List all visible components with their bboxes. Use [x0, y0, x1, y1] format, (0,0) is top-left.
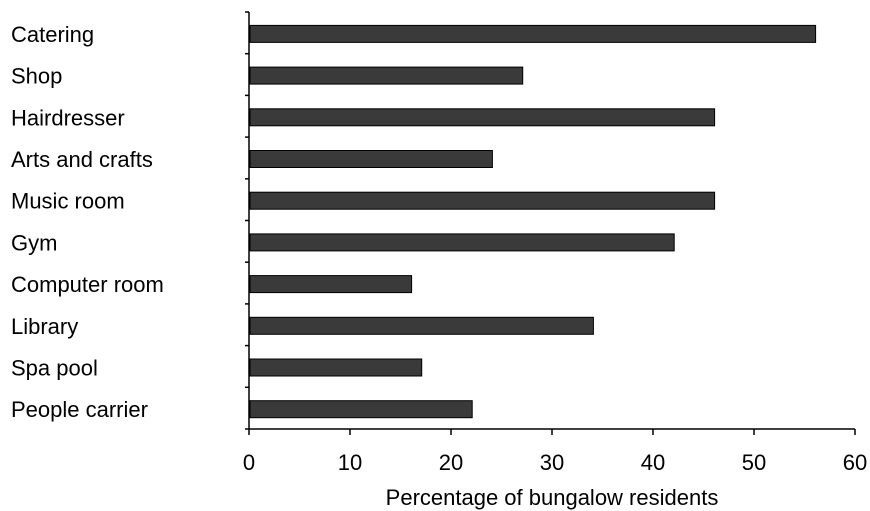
category-label: Computer room [11, 272, 164, 297]
category-labels-group: Catering Shop Hairdresser Arts and crafts Mu… [11, 22, 164, 422]
bar-library [249, 316, 594, 335]
x-tick-label: 0 [243, 450, 255, 475]
bar-music-room [249, 191, 716, 210]
axes-group: 0 10 20 30 40 50 60 [243, 11, 867, 475]
x-tick-label: 60 [843, 450, 867, 475]
x-axis-title: Percentage of bungalow residents [386, 485, 719, 510]
x-tick-label: 20 [439, 450, 463, 475]
category-label: Hairdresser [11, 105, 125, 130]
category-label: Catering [11, 22, 94, 47]
bar-catering [249, 24, 817, 43]
bar-gym [249, 233, 675, 252]
x-tick-label: 40 [641, 450, 665, 475]
category-label: Music room [11, 189, 125, 214]
bar-computer-room [249, 275, 413, 294]
category-label: Arts and crafts [11, 147, 153, 172]
category-label: People carrier [11, 397, 148, 422]
bar-people-carrier [249, 400, 473, 419]
bar-shop [249, 66, 524, 85]
bars-group [249, 24, 817, 419]
category-label: Gym [11, 230, 57, 255]
bar-arts-and-crafts [249, 150, 493, 168]
x-tick-label: 30 [540, 450, 564, 475]
bar-hairdresser [249, 108, 716, 127]
x-tick-label: 50 [742, 450, 766, 475]
bar-spa-pool [249, 358, 423, 377]
category-label: Spa pool [11, 356, 98, 381]
x-tick-label: 10 [338, 450, 362, 475]
category-label: Library [11, 314, 78, 339]
category-label: Shop [11, 64, 62, 89]
